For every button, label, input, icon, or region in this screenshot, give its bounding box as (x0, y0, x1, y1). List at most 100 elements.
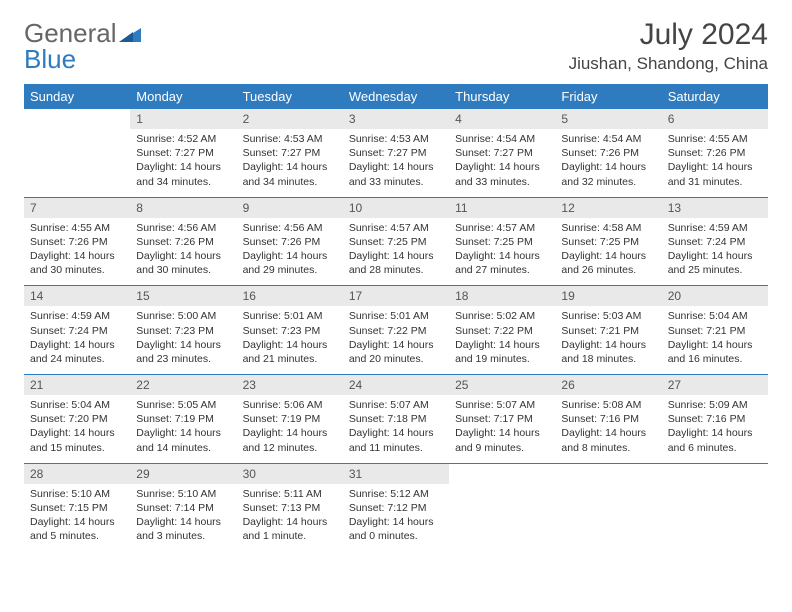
day-number: 12 (555, 198, 661, 218)
day-number: 13 (662, 198, 768, 218)
day-number: 22 (130, 375, 236, 395)
calendar-day-cell: 6Sunrise: 4:55 AMSunset: 7:26 PMDaylight… (662, 109, 768, 197)
calendar-day-cell: 19Sunrise: 5:03 AMSunset: 7:21 PMDayligh… (555, 286, 661, 375)
day-details: Sunrise: 5:01 AMSunset: 7:23 PMDaylight:… (237, 306, 343, 374)
day-details: Sunrise: 4:56 AMSunset: 7:26 PMDaylight:… (130, 218, 236, 286)
calendar-day-cell: 11Sunrise: 4:57 AMSunset: 7:25 PMDayligh… (449, 197, 555, 286)
day-details: Sunrise: 4:52 AMSunset: 7:27 PMDaylight:… (130, 129, 236, 197)
day-details: Sunrise: 5:11 AMSunset: 7:13 PMDaylight:… (237, 484, 343, 552)
day-number: 11 (449, 198, 555, 218)
calendar-day-cell: 23Sunrise: 5:06 AMSunset: 7:19 PMDayligh… (237, 375, 343, 464)
calendar-day-cell: 18Sunrise: 5:02 AMSunset: 7:22 PMDayligh… (449, 286, 555, 375)
calendar-day-cell: 31Sunrise: 5:12 AMSunset: 7:12 PMDayligh… (343, 463, 449, 551)
calendar-day-cell (662, 463, 768, 551)
day-number: 2 (237, 109, 343, 129)
day-number: 21 (24, 375, 130, 395)
calendar-day-cell: 5Sunrise: 4:54 AMSunset: 7:26 PMDaylight… (555, 109, 661, 197)
day-details: Sunrise: 5:01 AMSunset: 7:22 PMDaylight:… (343, 306, 449, 374)
day-details: Sunrise: 5:08 AMSunset: 7:16 PMDaylight:… (555, 395, 661, 463)
day-details: Sunrise: 4:58 AMSunset: 7:25 PMDaylight:… (555, 218, 661, 286)
day-number: 16 (237, 286, 343, 306)
day-number: 19 (555, 286, 661, 306)
weekday-header: Sunday (24, 84, 130, 109)
calendar-day-cell: 13Sunrise: 4:59 AMSunset: 7:24 PMDayligh… (662, 197, 768, 286)
day-details: Sunrise: 4:54 AMSunset: 7:27 PMDaylight:… (449, 129, 555, 197)
calendar-day-cell: 3Sunrise: 4:53 AMSunset: 7:27 PMDaylight… (343, 109, 449, 197)
weekday-header: Tuesday (237, 84, 343, 109)
day-details: Sunrise: 4:53 AMSunset: 7:27 PMDaylight:… (343, 129, 449, 197)
calendar-day-cell: 10Sunrise: 4:57 AMSunset: 7:25 PMDayligh… (343, 197, 449, 286)
day-number: 14 (24, 286, 130, 306)
day-details: Sunrise: 5:07 AMSunset: 7:17 PMDaylight:… (449, 395, 555, 463)
day-number: 8 (130, 198, 236, 218)
calendar-day-cell: 20Sunrise: 5:04 AMSunset: 7:21 PMDayligh… (662, 286, 768, 375)
logo-text-2: Blue (24, 44, 76, 75)
calendar-week-row: 1Sunrise: 4:52 AMSunset: 7:27 PMDaylight… (24, 109, 768, 197)
month-title: July 2024 (569, 18, 768, 52)
day-details: Sunrise: 5:00 AMSunset: 7:23 PMDaylight:… (130, 306, 236, 374)
day-details: Sunrise: 5:03 AMSunset: 7:21 PMDaylight:… (555, 306, 661, 374)
title-block: July 2024 Jiushan, Shandong, China (569, 18, 768, 74)
day-number: 30 (237, 464, 343, 484)
calendar-week-row: 21Sunrise: 5:04 AMSunset: 7:20 PMDayligh… (24, 375, 768, 464)
day-details: Sunrise: 5:09 AMSunset: 7:16 PMDaylight:… (662, 395, 768, 463)
day-number: 7 (24, 198, 130, 218)
day-number: 28 (24, 464, 130, 484)
location: Jiushan, Shandong, China (569, 54, 768, 74)
weekday-header: Wednesday (343, 84, 449, 109)
calendar-day-cell: 4Sunrise: 4:54 AMSunset: 7:27 PMDaylight… (449, 109, 555, 197)
header: General July 2024 Jiushan, Shandong, Chi… (24, 18, 768, 74)
day-details: Sunrise: 5:10 AMSunset: 7:15 PMDaylight:… (24, 484, 130, 552)
calendar-week-row: 7Sunrise: 4:55 AMSunset: 7:26 PMDaylight… (24, 197, 768, 286)
calendar-day-cell: 9Sunrise: 4:56 AMSunset: 7:26 PMDaylight… (237, 197, 343, 286)
calendar-day-cell: 29Sunrise: 5:10 AMSunset: 7:14 PMDayligh… (130, 463, 236, 551)
day-details: Sunrise: 5:05 AMSunset: 7:19 PMDaylight:… (130, 395, 236, 463)
calendar-day-cell: 15Sunrise: 5:00 AMSunset: 7:23 PMDayligh… (130, 286, 236, 375)
day-number: 27 (662, 375, 768, 395)
day-number: 9 (237, 198, 343, 218)
calendar-day-cell: 28Sunrise: 5:10 AMSunset: 7:15 PMDayligh… (24, 463, 130, 551)
day-number: 17 (343, 286, 449, 306)
day-number: 29 (130, 464, 236, 484)
day-number: 20 (662, 286, 768, 306)
day-details: Sunrise: 5:06 AMSunset: 7:19 PMDaylight:… (237, 395, 343, 463)
calendar-day-cell (555, 463, 661, 551)
day-details: Sunrise: 4:57 AMSunset: 7:25 PMDaylight:… (449, 218, 555, 286)
day-details: Sunrise: 5:07 AMSunset: 7:18 PMDaylight:… (343, 395, 449, 463)
calendar-day-cell: 2Sunrise: 4:53 AMSunset: 7:27 PMDaylight… (237, 109, 343, 197)
day-number: 4 (449, 109, 555, 129)
day-details: Sunrise: 4:59 AMSunset: 7:24 PMDaylight:… (662, 218, 768, 286)
day-details: Sunrise: 4:59 AMSunset: 7:24 PMDaylight:… (24, 306, 130, 374)
day-number: 6 (662, 109, 768, 129)
calendar-day-cell: 22Sunrise: 5:05 AMSunset: 7:19 PMDayligh… (130, 375, 236, 464)
day-details: Sunrise: 4:53 AMSunset: 7:27 PMDaylight:… (237, 129, 343, 197)
calendar-week-row: 28Sunrise: 5:10 AMSunset: 7:15 PMDayligh… (24, 463, 768, 551)
calendar-day-cell: 27Sunrise: 5:09 AMSunset: 7:16 PMDayligh… (662, 375, 768, 464)
calendar-day-cell: 30Sunrise: 5:11 AMSunset: 7:13 PMDayligh… (237, 463, 343, 551)
calendar-day-cell: 26Sunrise: 5:08 AMSunset: 7:16 PMDayligh… (555, 375, 661, 464)
calendar-day-cell: 8Sunrise: 4:56 AMSunset: 7:26 PMDaylight… (130, 197, 236, 286)
calendar-day-cell: 12Sunrise: 4:58 AMSunset: 7:25 PMDayligh… (555, 197, 661, 286)
weekday-header-row: Sunday Monday Tuesday Wednesday Thursday… (24, 84, 768, 109)
day-details: Sunrise: 5:10 AMSunset: 7:14 PMDaylight:… (130, 484, 236, 552)
day-details: Sunrise: 5:04 AMSunset: 7:20 PMDaylight:… (24, 395, 130, 463)
day-details: Sunrise: 4:57 AMSunset: 7:25 PMDaylight:… (343, 218, 449, 286)
day-details: Sunrise: 5:12 AMSunset: 7:12 PMDaylight:… (343, 484, 449, 552)
calendar-day-cell: 17Sunrise: 5:01 AMSunset: 7:22 PMDayligh… (343, 286, 449, 375)
weekday-header: Monday (130, 84, 236, 109)
day-number: 10 (343, 198, 449, 218)
calendar-day-cell: 14Sunrise: 4:59 AMSunset: 7:24 PMDayligh… (24, 286, 130, 375)
day-details: Sunrise: 5:02 AMSunset: 7:22 PMDaylight:… (449, 306, 555, 374)
logo-triangle-icon (119, 18, 141, 49)
day-number: 26 (555, 375, 661, 395)
calendar-table: Sunday Monday Tuesday Wednesday Thursday… (24, 84, 768, 551)
calendar-day-cell (449, 463, 555, 551)
day-details: Sunrise: 4:55 AMSunset: 7:26 PMDaylight:… (662, 129, 768, 197)
day-number: 5 (555, 109, 661, 129)
calendar-day-cell: 25Sunrise: 5:07 AMSunset: 7:17 PMDayligh… (449, 375, 555, 464)
calendar-day-cell (24, 109, 130, 197)
day-number: 25 (449, 375, 555, 395)
day-details: Sunrise: 4:54 AMSunset: 7:26 PMDaylight:… (555, 129, 661, 197)
day-details: Sunrise: 4:56 AMSunset: 7:26 PMDaylight:… (237, 218, 343, 286)
day-number: 23 (237, 375, 343, 395)
